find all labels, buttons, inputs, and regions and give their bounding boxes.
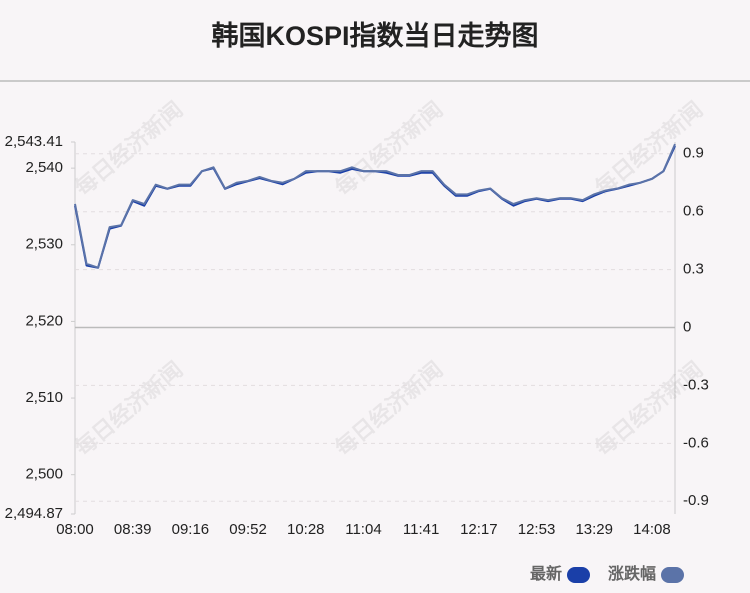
x-tick-label: 13:29 bbox=[575, 521, 613, 538]
y-tick-label: 2,540 bbox=[25, 159, 63, 176]
chart-title: 韩国KOSPI指数当日走势图 bbox=[211, 21, 538, 51]
x-tick-label: 10:28 bbox=[287, 521, 325, 538]
x-tick-label: 14:08 bbox=[633, 521, 671, 538]
watermark: 每日经济新闻 bbox=[70, 357, 187, 461]
y-tick-label: 2,520 bbox=[25, 312, 63, 329]
legend-swatch bbox=[567, 567, 590, 583]
legend-label: 最新 bbox=[530, 564, 562, 583]
y2-tick-label: 0.6 bbox=[683, 203, 704, 220]
x-tick-label: 08:00 bbox=[56, 521, 94, 538]
y2-tick-label: -0.6 bbox=[683, 434, 709, 451]
y-tick-label: 2,510 bbox=[25, 389, 63, 406]
x-tick-label: 09:16 bbox=[172, 521, 210, 538]
y2-tick-label: 0.3 bbox=[683, 261, 704, 278]
y-tick-label: 2,530 bbox=[25, 236, 63, 253]
x-tick-label: 12:53 bbox=[518, 521, 556, 538]
series-line bbox=[74, 143, 676, 269]
x-tick-label: 12:17 bbox=[460, 521, 498, 538]
legend-swatch bbox=[661, 567, 684, 583]
y2-tick-label: 0 bbox=[683, 318, 691, 335]
x-tick-label: 08:39 bbox=[114, 521, 152, 538]
watermark: 每日经济新闻 bbox=[70, 97, 187, 201]
x-tick-label: 09:52 bbox=[229, 521, 267, 538]
x-tick-label: 11:04 bbox=[345, 521, 381, 538]
watermark: 每日经济新闻 bbox=[330, 97, 447, 201]
watermark: 每日经济新闻 bbox=[330, 357, 447, 461]
y2-tick-label: -0.3 bbox=[683, 376, 709, 393]
y2-tick-label: -0.9 bbox=[683, 492, 709, 509]
x-tick-label: 11:41 bbox=[403, 521, 439, 538]
y-tick-label: 2,543.41 bbox=[5, 133, 63, 150]
legend-label: 涨跌幅 bbox=[608, 564, 656, 583]
y2-tick-label: 0.9 bbox=[683, 145, 704, 162]
y-tick-label: 2,500 bbox=[25, 466, 63, 483]
y-tick-label: 2,494.87 bbox=[5, 505, 63, 522]
